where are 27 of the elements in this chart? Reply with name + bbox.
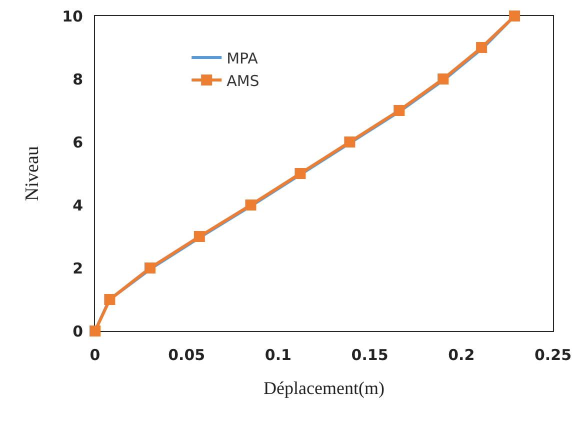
- point: [476, 42, 488, 53]
- legend-label: AMS: [226, 72, 260, 90]
- x-axis-title: Déplacement(m): [264, 378, 384, 398]
- y-axis-title: Niveau: [22, 146, 43, 201]
- point: [438, 74, 449, 84]
- y-tick-label: 10: [62, 7, 83, 26]
- x-tick-label: 0: [90, 346, 100, 364]
- x-tick-label: 0.2: [448, 346, 475, 364]
- x-tick-label: 0.1: [264, 346, 292, 364]
- y-tick-label: 2: [72, 259, 83, 278]
- point: [194, 231, 205, 242]
- point: [509, 10, 520, 22]
- point: [144, 262, 156, 274]
- y-tick-label: 8: [72, 70, 83, 88]
- point: [90, 326, 100, 336]
- x-tick-label: 0.15: [351, 346, 388, 364]
- x-tick-label: 0.25: [534, 346, 572, 364]
- point: [344, 136, 356, 148]
- point: [294, 168, 306, 179]
- y-tick-label: 0: [72, 322, 83, 340]
- point: [394, 105, 405, 116]
- x-tick-label: 0.05: [168, 346, 206, 364]
- y-tick-label: 6: [72, 133, 83, 152]
- point: [245, 200, 256, 210]
- y-tick-label: 4: [72, 196, 83, 214]
- point: [104, 294, 116, 305]
- legend-label: MPA: [226, 49, 259, 68]
